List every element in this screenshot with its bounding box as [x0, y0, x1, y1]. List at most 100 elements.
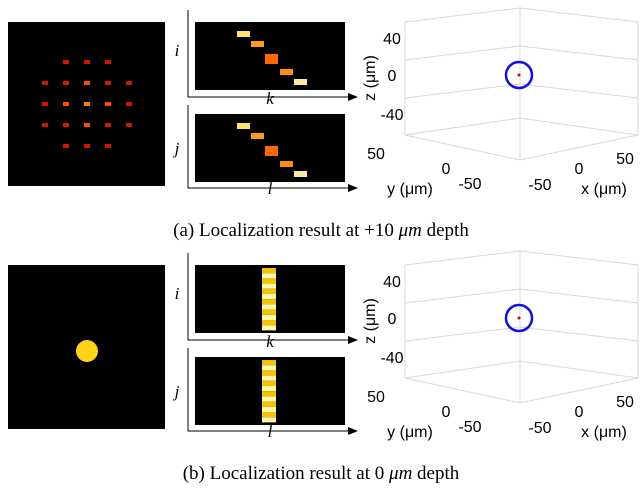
psf-spot: [42, 123, 48, 127]
x-tick-label: -50: [528, 177, 551, 194]
x-tick-label: 50: [616, 151, 634, 168]
x-tick-label: 0: [575, 161, 584, 178]
strip-segment: [262, 360, 276, 365]
strip-segment: [262, 289, 276, 294]
caption-unit: μm: [398, 220, 422, 241]
box-edge: [520, 361, 638, 378]
box-edge: [405, 118, 520, 135]
box-edge: [405, 251, 520, 265]
strip-segment: [262, 365, 276, 370]
box-edge: [405, 8, 520, 22]
strip-segment: [262, 407, 276, 412]
box-edge: [405, 135, 520, 160]
strip-segment: [251, 41, 264, 47]
x-axis-label: x (μm): [581, 181, 627, 198]
box-edge: [520, 289, 638, 303]
box-edge: [520, 8, 638, 22]
z-axis-label: z (μm): [362, 298, 379, 344]
strip-segment: [294, 171, 307, 177]
box-edge: [520, 84, 638, 98]
axis-letter: l: [268, 422, 273, 441]
psf-spot: [105, 144, 111, 148]
localization-point: [518, 74, 521, 77]
strip-segment: [262, 396, 276, 401]
psf-spot: [63, 60, 69, 64]
figure: ikjl400-40z (μm)500-50y (μm)-50050x (μm)…: [0, 0, 643, 496]
caption-text: (a) Localization result at +10: [173, 220, 394, 241]
box-edge: [520, 46, 638, 60]
strip-segment: [262, 315, 276, 320]
axis-letter: i: [175, 284, 180, 303]
caption: (b) Localization result at 0 μm depth: [183, 463, 460, 484]
y-axis-label: y (μm): [387, 181, 433, 198]
box-edge: [405, 327, 520, 341]
arrow-head: [348, 427, 358, 435]
axis-letter: l: [268, 179, 273, 198]
caption-unit: μm: [388, 463, 412, 484]
psf-spot: [84, 102, 90, 106]
psf-spot: [42, 81, 48, 85]
x-axis-label: x (μm): [581, 424, 627, 441]
arrow-head: [348, 93, 358, 101]
strip-segment: [262, 299, 276, 304]
axis-letter: j: [173, 382, 180, 401]
strip-segment: [262, 386, 276, 391]
strip-segment: [262, 412, 276, 417]
y-axis-label: y (μm): [387, 424, 433, 441]
strip-segment: [262, 391, 276, 396]
strip-segment: [280, 69, 293, 75]
strip-segment: [262, 402, 276, 407]
z-tick-label: 0: [388, 311, 397, 328]
strip-segment: [251, 133, 264, 139]
strip-segment: [280, 161, 293, 167]
z-tick-label: 40: [383, 274, 401, 291]
strip-segment: [262, 304, 276, 309]
psf-spot: [126, 102, 132, 106]
strip-segment: [237, 31, 250, 37]
strip-segment: [262, 273, 276, 278]
strip-segment: [262, 278, 276, 283]
psf-spot: [105, 102, 111, 106]
strip-segment: [265, 54, 278, 64]
x-tick-label: -50: [528, 420, 551, 437]
axis-letter: k: [266, 332, 274, 351]
strip-segment: [262, 370, 276, 375]
caption: (a) Localization result at +10 μm depth: [173, 220, 469, 241]
box-edge: [405, 378, 520, 403]
caption-text: depth: [417, 463, 460, 484]
box-edge: [520, 118, 638, 135]
x-tick-label: 0: [575, 404, 584, 421]
caption-text: (b) Localization result at 0: [183, 463, 385, 484]
strip-segment: [262, 325, 276, 330]
box-edge: [405, 289, 520, 303]
y-tick-label: 50: [367, 146, 385, 163]
y-tick-label: 0: [442, 404, 451, 421]
box-edge: [405, 84, 520, 98]
y-tick-label: -50: [458, 176, 481, 193]
psf-spot: [63, 81, 69, 85]
z-tick-label: -40: [380, 107, 403, 124]
psf-spot: [84, 81, 90, 85]
arrow-head: [348, 184, 358, 192]
localization-point: [518, 317, 521, 320]
psf-spot: [126, 81, 132, 85]
z-axis-label: z (μm): [362, 55, 379, 101]
axis-letter: j: [173, 139, 180, 158]
strip-segment: [262, 284, 276, 289]
y-tick-label: -50: [458, 419, 481, 436]
z-tick-label: 40: [383, 31, 401, 48]
psf-spot: [42, 102, 48, 106]
psf-spot: [105, 81, 111, 85]
strip-segment: [294, 79, 307, 85]
page: ikjl400-40z (μm)500-50y (μm)-50050x (μm)…: [0, 0, 643, 501]
psf-spot: [63, 144, 69, 148]
y-tick-label: 50: [367, 389, 385, 406]
box-edge: [520, 327, 638, 341]
strip-segment: [262, 294, 276, 299]
arrow-head: [348, 336, 358, 344]
psf-spot: [63, 123, 69, 127]
strip-segment: [262, 381, 276, 386]
strip-segment: [265, 146, 278, 156]
z-tick-label: 0: [388, 68, 397, 85]
strip-segment: [262, 376, 276, 381]
